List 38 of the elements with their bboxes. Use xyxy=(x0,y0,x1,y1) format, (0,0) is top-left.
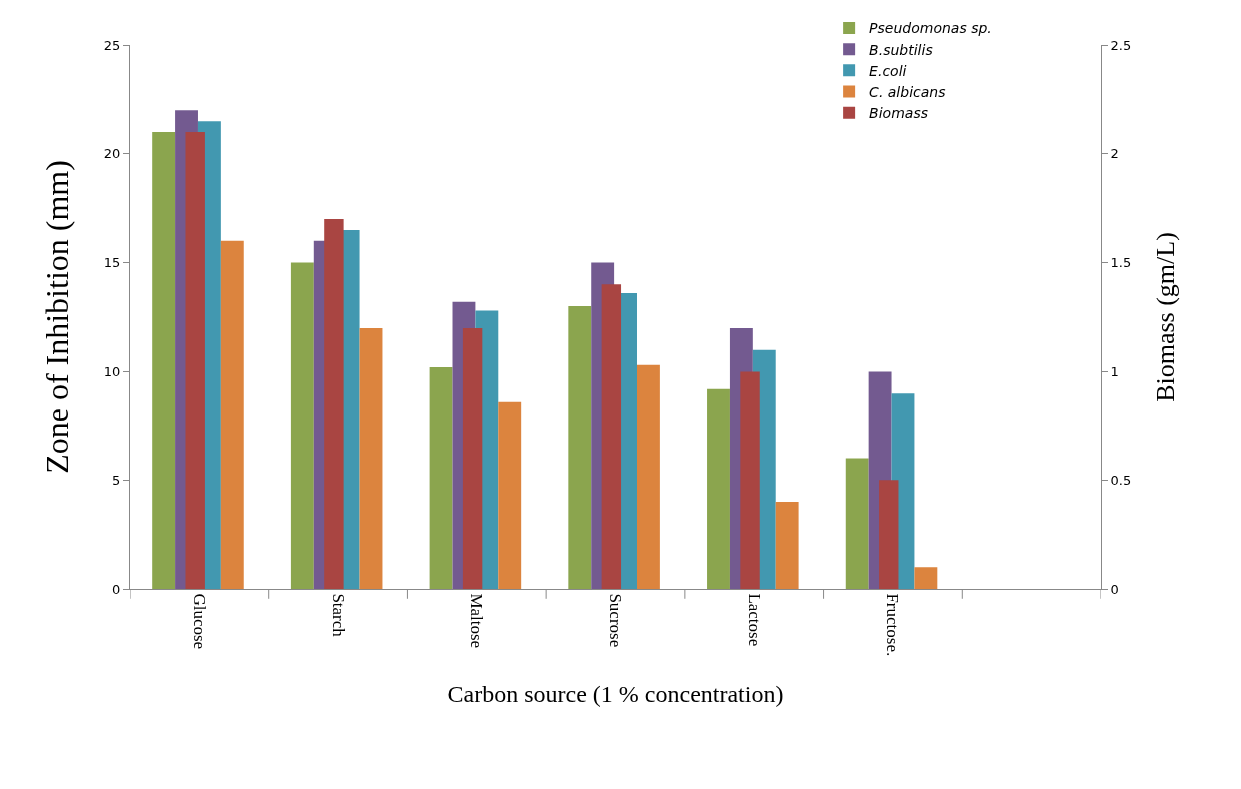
x-tick-label: Starch xyxy=(328,593,348,638)
legend-label: Pseudomonas sp. xyxy=(869,20,992,37)
bar xyxy=(568,306,592,589)
bar xyxy=(775,501,799,589)
y-tick-label: 15 xyxy=(103,255,121,271)
y-axis-title: Zone of Inhibition (mm) xyxy=(39,160,76,474)
y2-tick-label: 0 xyxy=(1110,581,1119,597)
y-tick-label: 0 xyxy=(112,581,121,597)
legend-label: B.subtilis xyxy=(869,41,933,58)
y-tick-label: 5 xyxy=(112,472,121,488)
x-tick-label: Lactose xyxy=(744,593,764,647)
x-tick-label: Glucose xyxy=(189,593,209,650)
y2-tick-label: 1 xyxy=(1110,363,1119,379)
legend-label: E.coli xyxy=(869,62,907,79)
y2-tick-label: 2.5 xyxy=(1110,37,1132,53)
x-tick-label: Sucrose xyxy=(605,593,625,648)
legend-label: Biomass xyxy=(869,105,928,122)
y2-axis-title: Biomass (gm/L) xyxy=(1150,232,1180,402)
bar xyxy=(707,388,730,589)
bar xyxy=(359,327,383,589)
y2-tick-label: 2 xyxy=(1110,146,1119,162)
bar xyxy=(152,132,176,589)
bar xyxy=(498,401,522,589)
y2-tick-label: 1.5 xyxy=(1110,255,1132,271)
bar xyxy=(220,240,244,589)
y-tick-label: 25 xyxy=(103,37,121,53)
legend-label: C. albicans xyxy=(869,84,946,101)
y2-tick-label: 0.5 xyxy=(1110,472,1132,488)
x-tick-label: Maltose xyxy=(467,593,487,649)
x-axis-title: Carbon source (1 % concentration) xyxy=(447,681,784,708)
bar xyxy=(845,458,869,589)
bar xyxy=(637,364,660,589)
bar xyxy=(914,567,938,589)
bar xyxy=(290,262,314,589)
y-tick-label: 10 xyxy=(103,363,121,379)
x-tick-label: Fructose. xyxy=(883,593,903,657)
y-tick-label: 20 xyxy=(103,146,121,162)
bar xyxy=(429,367,453,589)
